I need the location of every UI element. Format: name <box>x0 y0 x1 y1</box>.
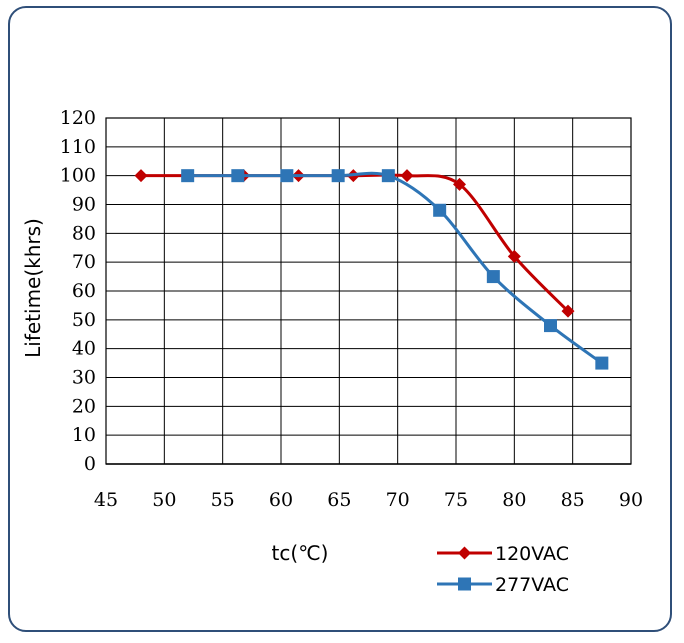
legend-label-120vac: 120VAC <box>495 543 569 565</box>
data-point-277vac <box>433 203 447 217</box>
plot-border <box>105 117 632 465</box>
x-tick-label: 70 <box>386 489 410 511</box>
x-axis-label: tc(℃) <box>272 541 329 565</box>
data-point-277vac <box>595 356 609 370</box>
legend-marker-120vac <box>458 546 471 560</box>
x-tick-label: 55 <box>211 489 235 511</box>
y-axis-label: Lifetime(khrs) <box>21 218 45 358</box>
x-tick-labels: 45 50 55 60 65 70 75 80 85 90 <box>94 489 643 511</box>
data-point-277vac <box>280 169 294 183</box>
y-tick-label: 60 <box>72 280 96 302</box>
y-tick-label: 0 <box>84 453 96 475</box>
x-tick-label: 60 <box>269 489 293 511</box>
legend-marker-277vac <box>458 577 471 591</box>
chart-frame <box>8 6 672 632</box>
x-tick-label: 80 <box>502 489 526 511</box>
y-tick-labels: 0 10 20 30 40 50 60 70 80 90 100 110 120 <box>60 107 96 475</box>
legend-label-277vac: 277VAC <box>495 574 569 596</box>
data-point-120vac <box>507 249 521 263</box>
data-point-277vac <box>486 270 500 284</box>
data-point-120vac <box>561 304 575 318</box>
data-point-277vac <box>231 169 245 183</box>
y-tick-label: 80 <box>72 222 96 244</box>
data-point-120vac <box>453 177 466 191</box>
y-tick-label: 30 <box>72 367 96 389</box>
y-tick-label: 110 <box>60 136 96 158</box>
data-point-277vac <box>331 169 345 183</box>
x-tick-label: 50 <box>152 489 176 511</box>
x-tick-label: 85 <box>561 489 585 511</box>
y-tick-label: 50 <box>72 309 96 331</box>
data-point-277vac <box>544 319 557 333</box>
x-tick-label: 90 <box>619 489 643 511</box>
series-line-277vac <box>187 171 603 365</box>
series-277vac <box>181 169 609 370</box>
data-point-120vac <box>134 169 148 183</box>
y-tick-label: 100 <box>60 165 96 187</box>
y-tick-label: 10 <box>72 424 96 446</box>
x-tick-label: 45 <box>94 489 118 511</box>
x-tick-label: 75 <box>444 489 468 511</box>
series-layer <box>134 169 609 370</box>
y-tick-label: 20 <box>72 395 96 417</box>
y-tick-label: 120 <box>60 107 96 129</box>
series-120vac <box>134 169 575 318</box>
legend: 120VAC 277VAC <box>437 543 569 596</box>
data-point-277vac <box>181 169 195 183</box>
data-point-120vac <box>400 169 414 183</box>
data-point-277vac <box>381 169 395 183</box>
y-tick-label: 40 <box>72 338 96 360</box>
x-tick-label: 65 <box>327 489 351 511</box>
y-tick-label: 70 <box>72 251 96 273</box>
y-tick-label: 90 <box>72 194 96 216</box>
